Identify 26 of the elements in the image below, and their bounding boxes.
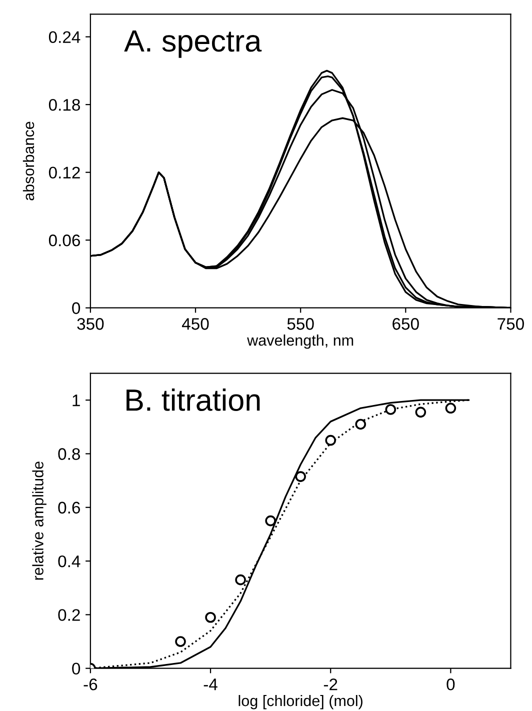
x-axis-title: log [chloride] (mol) bbox=[238, 694, 362, 710]
y-tick-label: 0 bbox=[72, 662, 80, 675]
x-tick-label: -2 bbox=[324, 678, 338, 690]
x-axis-title: wavelength, nm bbox=[247, 334, 354, 349]
y-axis-title: absorbance bbox=[22, 122, 34, 200]
y-tick-label: 0.24 bbox=[48, 31, 80, 44]
y-tick-label: 0.2 bbox=[58, 609, 80, 621]
x-tick-label: 750 bbox=[498, 318, 524, 330]
x-tick-label: -6 bbox=[84, 678, 98, 690]
x-tick-label: 550 bbox=[287, 318, 314, 330]
y-tick-label: 0 bbox=[72, 302, 80, 314]
y-tick-label: 0.12 bbox=[48, 166, 80, 179]
y-axis-title: relative amplitude bbox=[32, 462, 46, 580]
y-tick-label: 0.18 bbox=[48, 98, 80, 111]
y-tick-label: 0.4 bbox=[58, 555, 80, 568]
y-tick-label: 0.8 bbox=[58, 448, 80, 460]
chart-title: B. titration bbox=[126, 388, 260, 411]
y-tick-label: 0.6 bbox=[58, 502, 80, 514]
x-tick-label: 350 bbox=[77, 318, 104, 330]
x-tick-label: -4 bbox=[204, 678, 218, 690]
chart-title: A. spectra bbox=[124, 30, 262, 58]
x-tick-label: 650 bbox=[392, 318, 419, 330]
x-tick-label: 450 bbox=[182, 318, 209, 330]
x-tick-label: 0 bbox=[446, 678, 455, 690]
y-tick-label: 1 bbox=[72, 394, 80, 406]
y-tick-label: 0.06 bbox=[48, 234, 80, 246]
